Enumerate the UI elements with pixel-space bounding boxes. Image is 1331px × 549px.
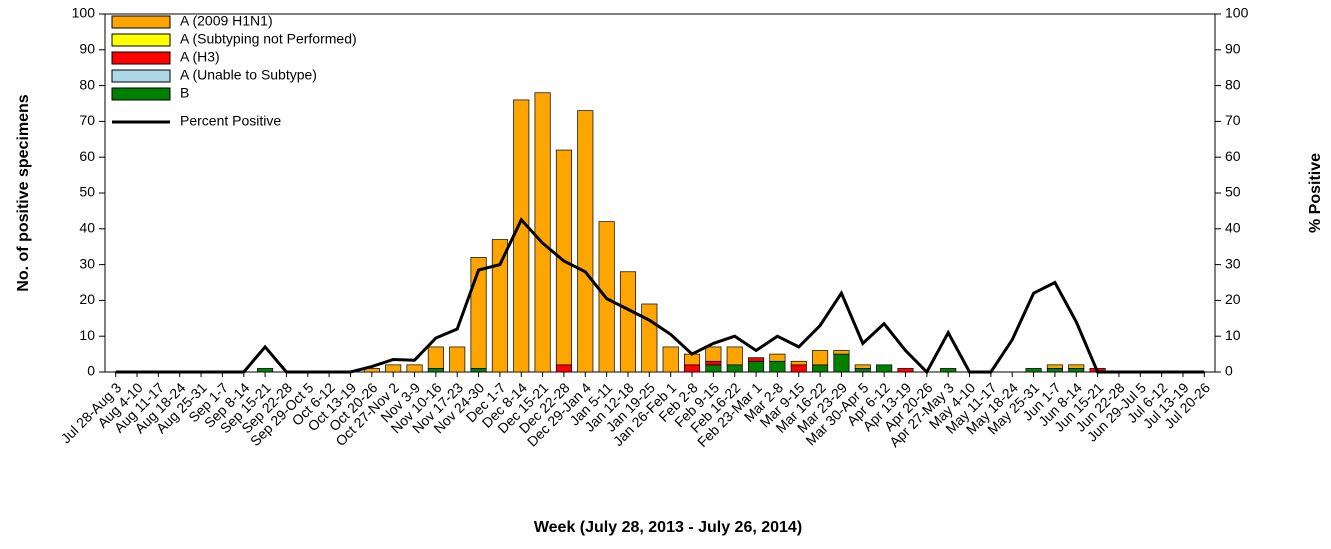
y-tick-label: 40 [79, 220, 95, 236]
bar-segment [555, 364, 572, 373]
x-axis-title: Week (July 28, 2013 - July 26, 2014) [534, 519, 802, 536]
y-tick-label: 100 [72, 5, 96, 21]
bar-segment [790, 360, 807, 366]
bar-segment [1046, 364, 1063, 369]
bar-segment [427, 368, 444, 373]
bar-segment [641, 303, 658, 373]
legend-label: A (2009 H1N1) [180, 13, 273, 29]
y2-tick-label: 30 [1225, 255, 1241, 271]
y2-tick-label: 20 [1225, 291, 1241, 307]
y-tick-label: 0 [87, 363, 95, 379]
y2-tick-label: 80 [1225, 76, 1241, 92]
bar-segment [812, 364, 829, 373]
y2-tick-label: 0 [1225, 363, 1233, 379]
bar-segment [363, 368, 380, 373]
bar-segment [790, 364, 807, 373]
bar-segment [705, 364, 722, 373]
bar-segment [705, 346, 722, 362]
y-tick-label: 50 [79, 184, 95, 200]
bar-segment [854, 368, 871, 373]
y-axis-title: No. of positive specimens [15, 94, 32, 291]
bar-segment [662, 346, 679, 373]
line-series [115, 217, 1205, 375]
y-tick-label: 20 [79, 291, 95, 307]
bar-segment [726, 364, 743, 373]
bar-segment [748, 360, 765, 373]
y2-tick-label: 60 [1225, 148, 1241, 164]
y-tick-label: 10 [79, 327, 95, 343]
y-tick-label: 80 [79, 76, 95, 92]
y2-tick-label: 90 [1225, 41, 1241, 57]
bar-segment [1068, 364, 1085, 369]
bar-segment [513, 99, 530, 373]
bar-segment [1068, 368, 1085, 373]
y2-tick-label: 40 [1225, 220, 1241, 236]
legend-swatch [111, 87, 171, 101]
bar-segment [812, 350, 829, 366]
bar-segment [769, 353, 786, 362]
y2-tick-label: 50 [1225, 184, 1241, 200]
bar-segment [897, 368, 914, 373]
bar-segment [876, 364, 893, 373]
bar-segment [555, 149, 572, 366]
bar-segment [833, 350, 850, 355]
bar-segment [470, 257, 487, 369]
bar-segment [257, 368, 274, 373]
bar-segment [940, 368, 957, 373]
bar-segment [705, 360, 722, 366]
y2-axis-title: % Positive [1307, 153, 1324, 233]
legend-swatch [111, 33, 171, 47]
y-tick-label: 30 [79, 255, 95, 271]
bar-segment [534, 92, 551, 373]
y2-tick-label: 10 [1225, 327, 1241, 343]
y2-tick-label: 100 [1225, 5, 1249, 21]
legend-swatch [111, 15, 171, 29]
bar-segment [427, 346, 444, 369]
bar-segment [769, 360, 786, 373]
bar-segment [1025, 368, 1042, 373]
bar-segment [470, 368, 487, 373]
bar-segment [854, 364, 871, 369]
legend-label: A (Subtyping not Performed) [180, 31, 357, 47]
y-tick-label: 70 [79, 112, 95, 128]
bar-segment [1046, 368, 1063, 373]
legend-label: A (Unable to Subtype) [180, 67, 317, 83]
bar-segment [449, 346, 466, 373]
y2-tick-label: 70 [1225, 112, 1241, 128]
legend-label: A (H3) [180, 49, 220, 65]
bar-segment [833, 353, 850, 373]
bar-segment [619, 271, 637, 373]
legend-label: Percent Positive [180, 113, 281, 129]
legend-label: B [180, 85, 189, 101]
bar-segment [748, 357, 765, 362]
bar-segment [683, 364, 701, 373]
y-tick-label: 90 [79, 41, 95, 57]
y-tick-label: 60 [79, 148, 95, 164]
bar-segment [385, 364, 402, 373]
legend-swatch [111, 69, 171, 83]
legend-swatch [111, 51, 171, 65]
bar-segment [406, 364, 423, 373]
bar-segment [491, 239, 508, 373]
bar-segment [577, 110, 594, 373]
bar-segment [726, 346, 743, 366]
